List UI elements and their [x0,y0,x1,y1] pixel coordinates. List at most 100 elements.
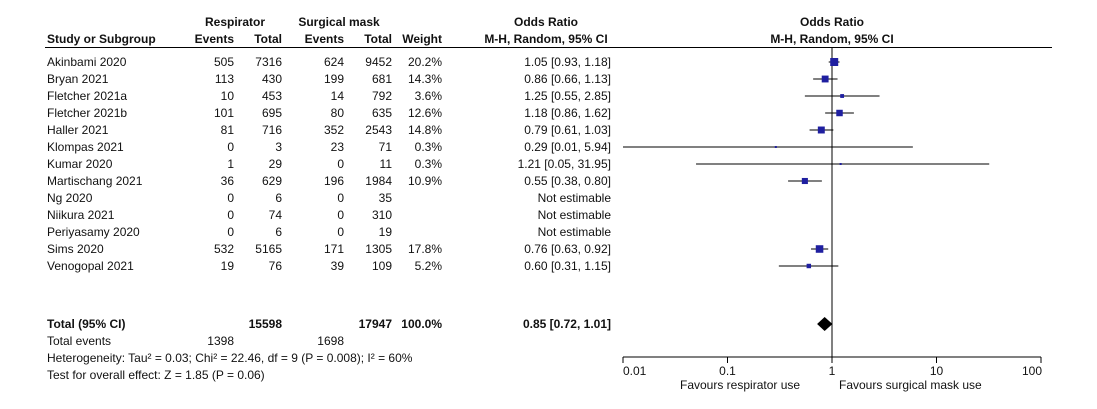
weight-cell: 10.9% [407,174,442,188]
events1-cell: 36 [220,174,234,188]
point-estimate-marker [830,58,839,66]
or-ci-cell: Not estimable [537,191,611,205]
total-events-e2: 1698 [317,334,344,348]
events2-cell: 196 [323,174,344,188]
total2-cell: 109 [371,259,392,273]
or-method-header: M-H, Random, 95% CI [484,32,608,46]
or-ci-cell: 0.86 [0.66, 1.13] [524,72,611,86]
study-name: Akinbami 2020 [47,55,127,69]
point-estimate-marker [836,109,843,117]
point-estimate-marker [815,245,824,253]
events2-column-header: Events [304,32,344,46]
or-ci-cell: 0.76 [0.63, 0.92] [524,242,611,256]
point-estimate-marker [840,94,845,98]
point-estimate-marker [806,263,812,269]
weight-cell: 0.3% [414,157,442,171]
total1-cell: 5165 [255,242,282,256]
events2-cell: 0 [337,191,344,205]
point-estimate-marker [817,126,825,134]
favours-right-label: Favours surgical mask use [839,378,982,392]
total1-cell: 7316 [255,55,282,69]
weight-cell: 3.6% [414,89,442,103]
study-name: Martischang 2021 [47,174,143,188]
weight-cell: 14.8% [407,123,442,137]
total1-cell: 430 [261,72,282,86]
total-label: Total (95% CI) [47,317,126,331]
total1-cell: 74 [268,208,282,222]
events2-cell: 171 [323,242,344,256]
point-estimate-marker [821,75,829,83]
study-name: Klompas 2021 [47,140,124,154]
weight-cell: 14.3% [407,72,442,86]
total2-cell: 792 [371,89,392,103]
x-axis-tick-label: 0.1 [719,364,736,378]
or-ci-cell: 0.60 [0.31, 1.15] [524,259,611,273]
point-estimate-marker [839,163,842,165]
study-name: Bryan 2021 [47,72,109,86]
total1-cell: 716 [261,123,282,137]
weight-cell: 20.2% [407,55,442,69]
weight-cell: 17.8% [407,242,442,256]
study-name: Sims 2020 [47,242,104,256]
events1-cell: 1 [227,157,234,171]
events1-cell: 113 [214,72,234,86]
total-weight: 100.0% [401,317,442,331]
total-events-label: Total events [47,334,112,348]
total1-column-header: Total [254,32,282,46]
events1-cell: 505 [213,55,234,69]
total2-cell: 11 [379,157,392,171]
plot-method-header: M-H, Random, 95% CI [770,32,894,46]
events1-cell: 10 [220,89,234,103]
total2-cell: 19 [378,225,392,239]
events1-cell: 0 [227,208,234,222]
total1-cell: 695 [261,106,282,120]
study-name: Periyasamy 2020 [47,225,140,239]
events2-cell: 14 [330,89,344,103]
favours-left-label: Favours respirator use [680,378,801,392]
total1-cell: 629 [261,174,282,188]
total-ci: 0.85 [0.72, 1.01] [522,317,611,331]
or-ci-cell: 1.05 [0.93, 1.18] [524,55,611,69]
pooled-estimate-diamond [817,317,833,331]
study-name: Ng 2020 [47,191,93,205]
or-ci-cell: 0.29 [0.01, 5.94] [524,140,611,154]
total2-cell: 1305 [365,242,392,256]
weight-cell: 12.6% [407,106,442,120]
overall-effect-text: Test for overall effect: Z = 1.85 (P = 0… [47,368,265,382]
plot-header-title: Odds Ratio [799,15,864,29]
or-ci-cell: Not estimable [537,225,611,239]
weight-cell: 5.2% [414,259,442,273]
total1-cell: 453 [261,89,282,103]
study-column-header: Study or Subgroup [47,32,156,46]
events2-cell: 80 [330,106,344,120]
events1-cell: 0 [227,191,234,205]
total2-cell: 1984 [365,174,392,188]
x-axis-tick-label: 100 [1022,364,1042,378]
study-name: Fletcher 2021a [47,89,128,103]
point-estimate-marker [774,146,777,148]
events1-cell: 101 [213,106,234,120]
group1-header: Respirator [204,15,266,29]
total1-cell: 76 [268,259,282,273]
total1-cell: 29 [268,157,282,171]
total2-column-header: Total [364,32,392,46]
events2-cell: 352 [323,123,344,137]
total2-cell: 635 [371,106,392,120]
x-axis-tick-label: 10 [930,364,944,378]
study-name: Venogopal 2021 [47,259,134,273]
events2-cell: 624 [323,55,344,69]
or-header-title: Odds Ratio [513,15,578,29]
study-name: Haller 2021 [47,123,109,137]
or-ci-cell: 1.21 [0.05, 31.95] [517,157,611,171]
events2-cell: 23 [330,140,344,154]
weight-cell: 0.3% [414,140,442,154]
header-rule [45,47,1052,48]
total-t1: 15598 [248,317,282,331]
events2-cell: 0 [337,225,344,239]
events1-cell: 0 [227,140,234,154]
weight-column-header: Weight [402,32,442,46]
total2-cell: 681 [371,72,392,86]
total2-cell: 2543 [365,123,392,137]
study-name: Fletcher 2021b [47,106,128,120]
